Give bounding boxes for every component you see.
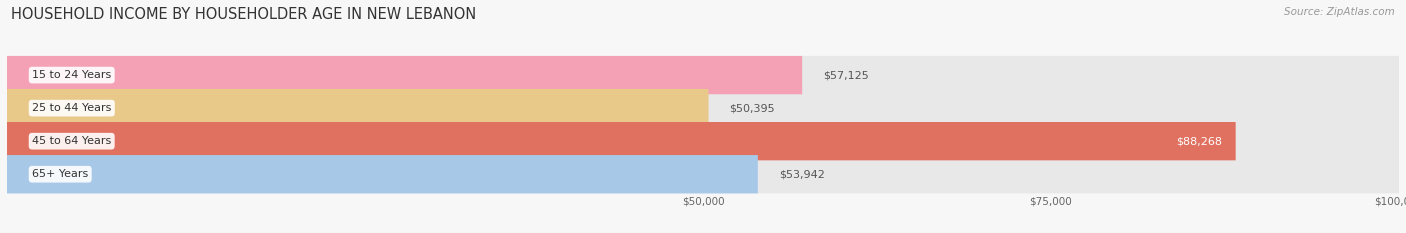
- Text: 15 to 24 Years: 15 to 24 Years: [32, 70, 111, 80]
- Text: $57,125: $57,125: [823, 70, 869, 80]
- FancyBboxPatch shape: [7, 122, 1399, 160]
- FancyBboxPatch shape: [7, 62, 1399, 88]
- FancyBboxPatch shape: [7, 155, 758, 193]
- FancyBboxPatch shape: [7, 155, 1399, 193]
- FancyBboxPatch shape: [7, 95, 1399, 121]
- FancyBboxPatch shape: [7, 122, 1236, 160]
- FancyBboxPatch shape: [7, 89, 709, 127]
- FancyBboxPatch shape: [7, 56, 803, 94]
- FancyBboxPatch shape: [7, 89, 1399, 127]
- Text: $88,268: $88,268: [1175, 136, 1222, 146]
- Text: Source: ZipAtlas.com: Source: ZipAtlas.com: [1284, 7, 1395, 17]
- Text: 65+ Years: 65+ Years: [32, 169, 89, 179]
- Text: $50,395: $50,395: [730, 103, 775, 113]
- Text: HOUSEHOLD INCOME BY HOUSEHOLDER AGE IN NEW LEBANON: HOUSEHOLD INCOME BY HOUSEHOLDER AGE IN N…: [11, 7, 477, 22]
- Text: 25 to 44 Years: 25 to 44 Years: [32, 103, 111, 113]
- Text: 45 to 64 Years: 45 to 64 Years: [32, 136, 111, 146]
- FancyBboxPatch shape: [7, 128, 1399, 154]
- FancyBboxPatch shape: [7, 56, 1399, 94]
- Text: $53,942: $53,942: [779, 169, 825, 179]
- FancyBboxPatch shape: [7, 161, 1399, 187]
